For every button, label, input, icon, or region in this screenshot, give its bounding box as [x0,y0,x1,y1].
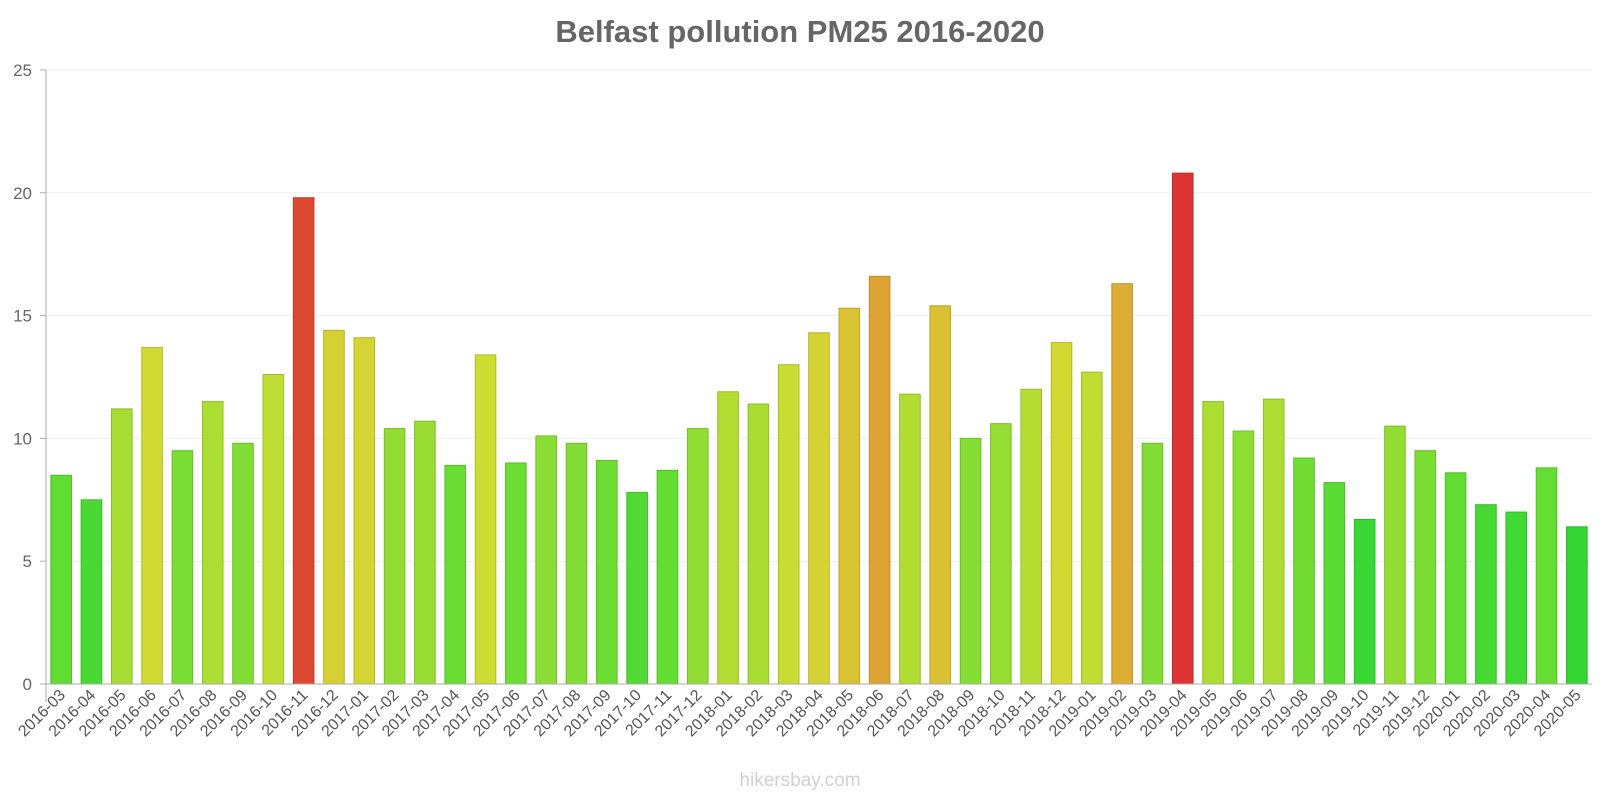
bar-2016-07 [171,450,194,685]
bar-2020-01 [1444,472,1467,685]
bar-2018-09 [959,437,982,685]
bar-2019-01 [1081,371,1103,685]
bar-2019-03 [1141,442,1164,685]
bars [50,172,1588,685]
bar-2018-07 [899,393,921,685]
bar-2020-02 [1475,504,1497,685]
bar-2016-03 [50,474,72,685]
bar-2018-12 [1050,342,1073,685]
bar-2018-05 [838,307,861,685]
y-tick-label: 10 [13,429,32,448]
bar-2019-06 [1232,430,1255,685]
bar-2016-09 [232,442,254,685]
bar-2019-11 [1384,425,1406,685]
bar-2017-11 [656,469,679,685]
bar-2017-02 [383,428,406,685]
bar-2017-09 [596,460,618,685]
bar-2018-01 [717,391,739,685]
y-tick-labels: 0 5 10 15 20 25 [13,61,32,694]
bar-2020-03 [1505,511,1528,685]
y-tick-label: 5 [23,552,32,571]
bar-2016-04 [80,499,103,685]
bar-2017-04 [444,464,467,685]
bar-2019-08 [1293,457,1315,685]
bar-2017-03 [414,420,436,685]
bar-2016-11 [292,197,315,685]
x-tick-labels: 2016-032016-042016-052016-062016-072016-… [15,687,1584,741]
axes [40,69,1592,702]
bar-2017-07 [535,435,557,685]
bar-2017-05 [474,354,497,685]
bar-2016-10 [262,374,285,685]
bar-2018-06 [868,275,891,685]
bar-2019-04 [1171,172,1194,685]
bar-2020-05 [1566,526,1588,685]
bar-2020-04 [1535,467,1558,685]
bar-2019-05 [1202,401,1224,685]
bar-2017-10 [626,491,648,685]
bar-2017-01 [353,337,376,685]
watermark: hikersbay.com [739,770,861,791]
bar-2019-09 [1323,482,1346,685]
bar-2017-08 [565,442,588,685]
chart-title: Belfast pollution PM25 2016-2020 [555,14,1045,49]
y-tick-label: 15 [13,307,32,326]
bar-2018-04 [808,332,830,685]
bar-2018-02 [747,403,770,685]
y-tick-label: 25 [13,61,32,80]
bar-2019-10 [1353,518,1376,685]
bar-2018-10 [990,423,1012,685]
bar-2018-03 [777,364,800,685]
bar-2019-07 [1262,398,1285,685]
y-tick-label: 20 [13,184,32,203]
bar-2016-12 [323,329,345,685]
bar-2017-12 [686,428,709,685]
y-tick-label: 0 [23,675,32,694]
bar-2016-05 [110,408,133,685]
bar-2016-06 [141,347,163,685]
bar-2018-08 [929,305,952,685]
bar-2016-08 [201,401,224,685]
bar-2019-12 [1414,450,1437,685]
bar-2017-06 [505,462,527,685]
bar-2019-02 [1111,283,1133,685]
bar-2018-11 [1020,388,1043,685]
